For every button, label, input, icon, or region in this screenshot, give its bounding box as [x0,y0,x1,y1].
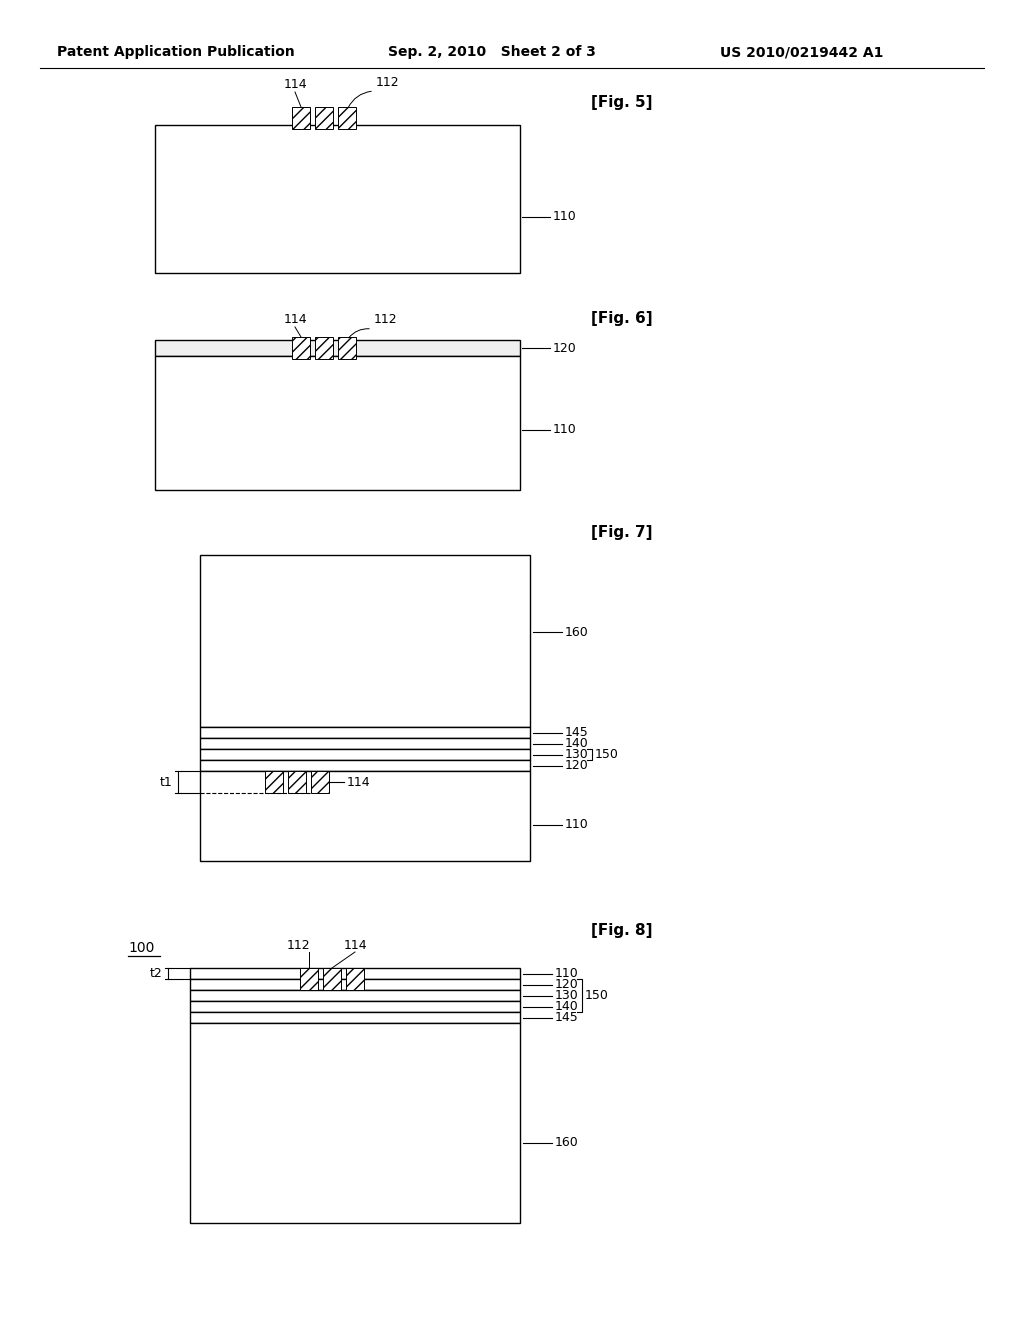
Bar [288,771,306,793]
Bar [155,125,520,273]
Bar [300,968,318,990]
Bar [190,1023,520,1224]
Bar [190,990,520,1001]
Bar [190,1001,520,1012]
Bar [315,337,333,359]
Text: 145: 145 [565,726,589,739]
Bar [200,748,530,760]
Text: 120: 120 [553,342,577,355]
Text: 114: 114 [347,776,371,788]
Text: 120: 120 [565,759,589,772]
Text: [Fig. 8]: [Fig. 8] [591,923,652,937]
Text: 112: 112 [286,939,310,952]
Bar [315,107,333,129]
Text: 140: 140 [565,737,589,750]
Text: 150: 150 [585,989,609,1002]
Bar [292,107,310,129]
Text: 112: 112 [376,77,399,88]
Text: 140: 140 [555,1001,579,1012]
Bar [200,771,530,861]
Text: [Fig. 5]: [Fig. 5] [591,95,652,110]
Bar [338,107,356,129]
Bar [265,771,283,793]
Text: 114: 114 [284,78,307,91]
Bar [190,979,520,990]
Text: t1: t1 [160,776,172,788]
Text: 130: 130 [565,748,589,762]
Text: 150: 150 [595,748,618,762]
Bar [200,727,530,738]
Text: 120: 120 [555,978,579,991]
Text: 114: 114 [343,939,367,952]
Text: 110: 110 [553,424,577,436]
Text: 130: 130 [555,989,579,1002]
Bar [311,771,329,793]
Text: Patent Application Publication: Patent Application Publication [57,45,295,59]
Bar [292,337,310,359]
Bar [190,968,520,979]
Bar [155,356,520,490]
Bar [338,337,356,359]
Text: 114: 114 [284,313,307,326]
Text: US 2010/0219442 A1: US 2010/0219442 A1 [720,45,884,59]
Bar [155,341,520,356]
Bar [323,968,341,990]
Text: [Fig. 6]: [Fig. 6] [591,310,653,326]
Text: Sep. 2, 2010   Sheet 2 of 3: Sep. 2, 2010 Sheet 2 of 3 [388,45,596,59]
Text: 112: 112 [374,313,397,326]
Text: 160: 160 [555,1137,579,1150]
Text: 110: 110 [553,210,577,223]
Text: 110: 110 [565,818,589,832]
Bar [346,968,364,990]
Text: 160: 160 [565,626,589,639]
Text: 110: 110 [555,968,579,979]
Bar [200,554,530,727]
Bar [190,1012,520,1023]
Bar [200,738,530,748]
Text: 145: 145 [555,1011,579,1024]
Text: 100: 100 [128,941,155,954]
Text: t2: t2 [150,968,162,979]
Bar [200,760,530,771]
Text: [Fig. 7]: [Fig. 7] [591,525,652,540]
